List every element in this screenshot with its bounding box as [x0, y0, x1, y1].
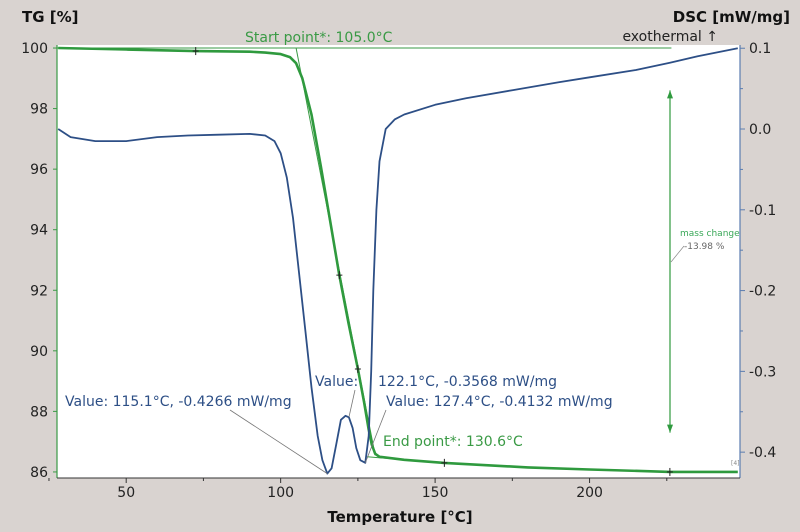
exothermal-note: exothermal ↑: [622, 29, 718, 45]
x-tick-label: 50: [117, 485, 135, 501]
peak2-label-prefix: Value:: [315, 374, 358, 390]
start-point-label: Start point*: 105.0°C: [245, 30, 393, 46]
mass-change-leader: [670, 245, 685, 263]
plot-area: [57, 45, 740, 478]
end-point-label: End point*: 130.6°C: [383, 434, 523, 450]
peak1-label: Value: 115.1°C, -0.4266 mW/mg: [65, 394, 292, 410]
y-left-tick-label: 98: [30, 102, 48, 118]
mass-change-value: -13.98 %: [684, 242, 725, 252]
y-right-tick-label: -0.1: [749, 203, 776, 219]
y-left-tick-label: 90: [30, 344, 48, 360]
y-right-tick-label: 0.1: [749, 41, 771, 57]
arrow-head-up-icon: [667, 90, 673, 99]
mass-change-label: mass change: [680, 229, 740, 239]
y-left-tick-label: 100: [21, 41, 48, 57]
x-tick-label: 100: [267, 485, 294, 501]
y-right-tick-label: -0.4: [749, 445, 776, 461]
dsc-curve: [57, 47, 738, 475]
y-left-tick-label: 86: [30, 465, 48, 481]
peak3-label: Value: 127.4°C, -0.4132 mW/mg: [386, 394, 613, 410]
y-axis-right-title: DSC [mW/mg]: [673, 8, 790, 26]
peak3-leader: [364, 409, 387, 463]
peak1-leader: [229, 409, 328, 474]
curve-tag: [4]: [731, 460, 740, 467]
y-left-tick-label: 88: [30, 404, 48, 420]
tg-curve: [58, 46, 738, 474]
y-left-tick-label: 96: [30, 162, 48, 178]
x-tick-label: 200: [576, 485, 603, 501]
y-left-tick-label: 94: [30, 223, 48, 239]
arrow-head-down-icon: [667, 424, 673, 433]
peak2-leader: [348, 389, 356, 418]
y-axis-left-title: TG [%]: [22, 8, 79, 26]
x-tick-label: 150: [422, 485, 449, 501]
y-right-tick-label: 0.0: [749, 122, 771, 138]
y-right-tick-label: -0.2: [749, 284, 776, 300]
y-left-tick-label: 92: [30, 283, 48, 299]
peak2-label-value: 122.1°C, -0.3568 mW/mg: [378, 374, 557, 390]
x-axis-title: Temperature [°C]: [327, 508, 472, 526]
y-right-tick-label: -0.3: [749, 364, 776, 380]
